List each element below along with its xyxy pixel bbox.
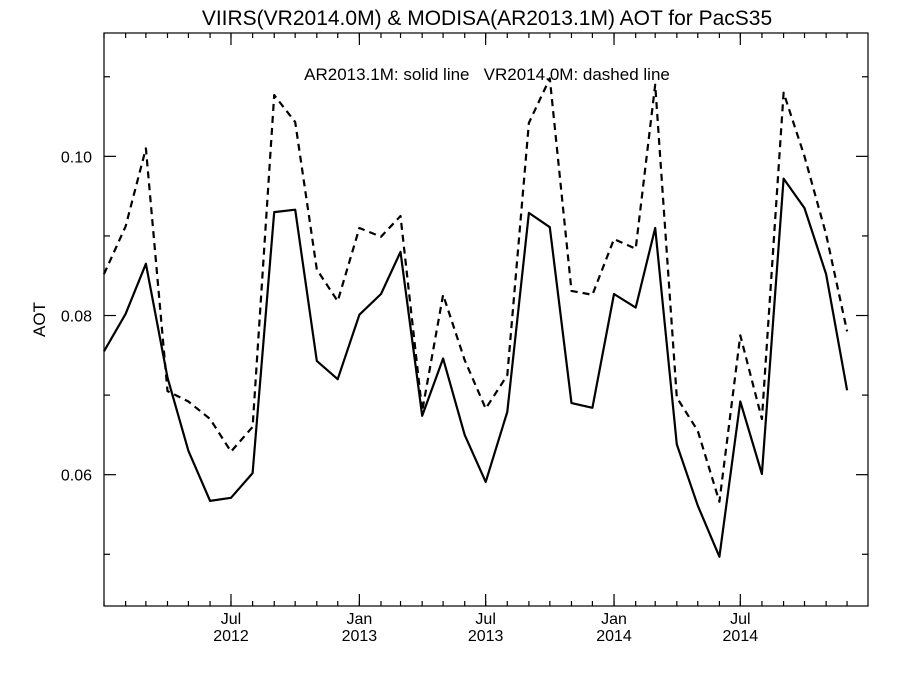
chart-title: VIIRS(VR2014.0M) & MODISA(AR2013.1M) AOT…: [202, 7, 772, 30]
series-line-vr2014-0m: [102, 77, 849, 503]
y-tick-label: 0.08: [61, 309, 92, 326]
x-tick-month-label: Jul: [475, 611, 495, 628]
x-tick-year-label: 2014: [723, 628, 759, 645]
series-style-annotation: AR2013.1M: solid line VR2014.0M: dashed …: [304, 65, 670, 84]
series-line-ar2013-1m: [103, 177, 849, 558]
x-tick-month-label: Jan: [346, 611, 372, 628]
x-tick-year-label: 2014: [596, 628, 632, 645]
x-tick-month-label: Jul: [730, 611, 750, 628]
y-tick-label: 0.10: [61, 149, 92, 166]
y-axis-label: AOT: [30, 302, 49, 337]
plot-frame: [103, 32, 869, 607]
x-tick-year-label: 2013: [468, 628, 504, 645]
series-layer: [102, 77, 849, 558]
x-tick-year-label: 2013: [342, 628, 378, 645]
y-tick-label: 0.06: [61, 468, 92, 485]
x-tick-month-label: Jan: [601, 611, 627, 628]
x-tick-year-label: 2012: [213, 628, 249, 645]
x-tick-month-label: Jul: [221, 611, 241, 628]
axis-ticks: Jul2012Jan2013Jul2013Jan2014Jul20140.060…: [61, 33, 868, 645]
